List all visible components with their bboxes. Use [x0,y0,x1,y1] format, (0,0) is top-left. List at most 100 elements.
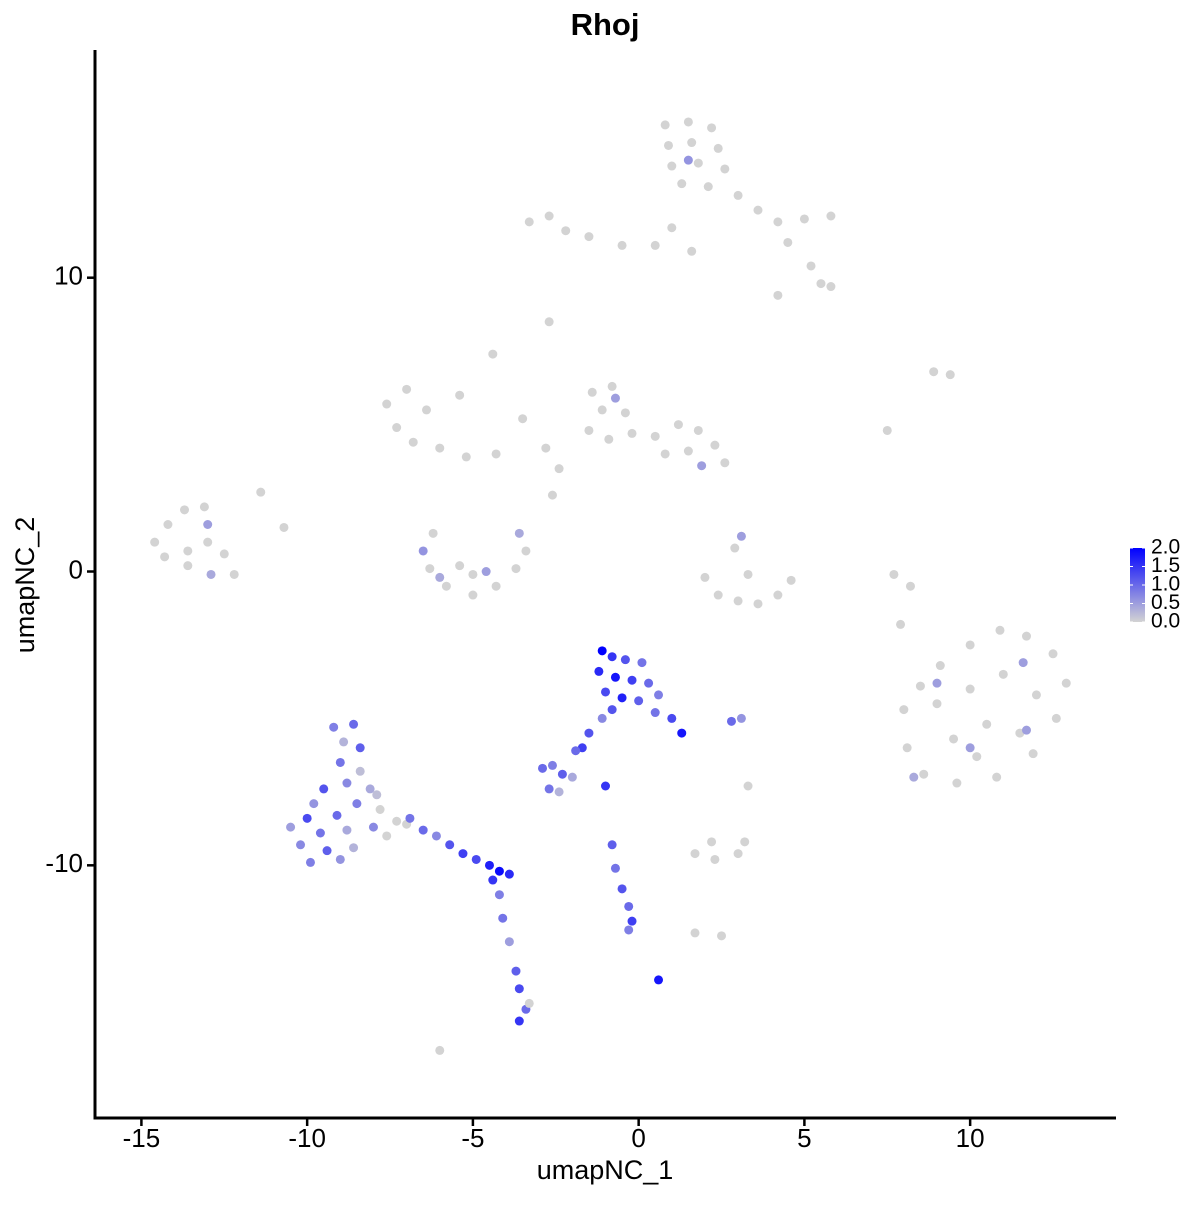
point [335,854,345,864]
point [707,123,717,133]
point [418,825,428,835]
point [335,757,345,767]
point [544,317,554,327]
point [1021,725,1031,735]
x-tick-label: -15 [123,1123,161,1153]
point [461,452,471,462]
point [554,787,564,797]
point [660,449,670,459]
x-tick-label: -5 [461,1123,484,1153]
point [408,437,418,447]
point [541,443,551,453]
point [584,728,594,738]
point [743,569,753,579]
y-tick-label: 10 [54,261,83,291]
point [322,846,332,856]
point [514,984,524,994]
point [773,217,783,227]
point [736,713,746,723]
colorbar-tick-label: 1.5 [1151,554,1180,577]
point [488,349,498,359]
x-tick-label: 10 [956,1123,985,1153]
point [713,143,723,153]
point [610,393,620,403]
point [902,743,912,753]
point [627,675,637,685]
point [405,813,415,823]
point [521,546,531,556]
point [650,240,660,250]
point [899,705,909,715]
point [597,646,607,656]
point [1051,713,1061,723]
point [663,140,673,150]
point [733,849,743,859]
point [693,425,703,435]
point [1031,690,1041,700]
point [150,537,160,547]
point [826,282,836,292]
colorbar-tick-label: 0.5 [1151,591,1180,614]
point [504,869,514,879]
point [929,367,939,377]
point [992,772,1002,782]
point [491,581,501,591]
point [607,652,617,662]
point [889,569,899,579]
point [660,120,670,130]
point [627,916,637,926]
point [455,561,465,571]
point [279,522,289,532]
point [203,537,213,547]
point [305,857,315,867]
point [296,840,306,850]
x-tick-label: 5 [797,1123,811,1153]
point [488,875,498,885]
point [199,502,209,512]
point [995,625,1005,635]
point [382,831,392,841]
point [1021,631,1031,641]
point [392,423,402,433]
point [435,572,445,582]
colorbar [1130,548,1145,622]
point [468,569,478,579]
point [604,434,614,444]
point [538,763,548,773]
chart-title: Rhoj [571,7,640,42]
point [597,713,607,723]
point [700,572,710,582]
point [932,678,942,688]
point [567,772,577,782]
point [634,696,644,706]
point [717,931,727,941]
point [547,760,557,770]
point [610,863,620,873]
point [786,575,796,585]
point [935,661,945,671]
point [816,279,826,289]
point [1048,649,1058,659]
point [965,684,975,694]
x-tick-label: 0 [631,1123,645,1153]
point [673,420,683,430]
point [617,240,627,250]
point [882,425,892,435]
point [683,155,693,165]
point [826,211,836,221]
point [554,464,564,474]
point [332,810,342,820]
point [597,405,607,415]
y-axis-label: umapNC_2 [10,517,40,654]
point [382,399,392,409]
point [654,690,664,700]
point [667,161,677,171]
x-axis-label: umapNC_1 [537,1155,674,1185]
point [690,928,700,938]
point [319,784,329,794]
point [1028,749,1038,759]
point [896,619,906,629]
point [683,446,693,456]
point [428,528,438,538]
point [607,705,617,715]
